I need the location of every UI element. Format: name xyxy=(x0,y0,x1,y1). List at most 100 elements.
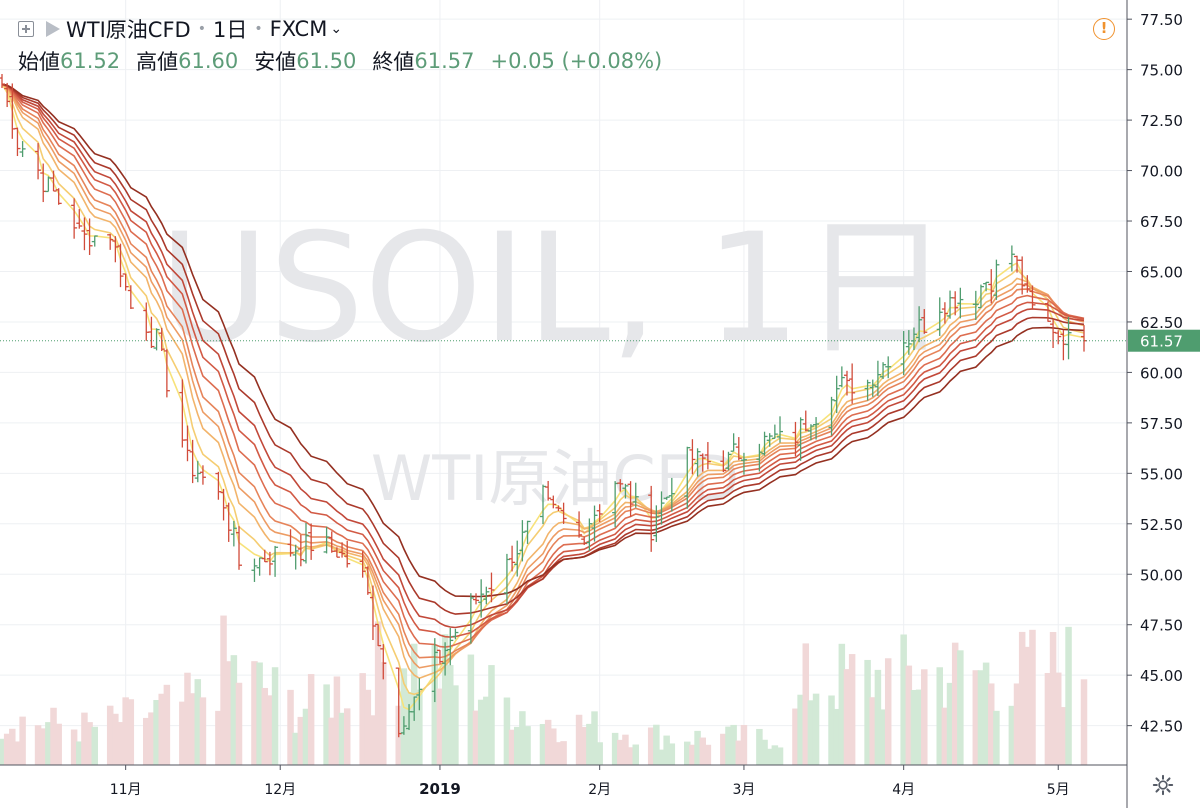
volume-bar xyxy=(1065,626,1072,765)
ohlc-bar xyxy=(874,360,881,396)
x-tick-label: 2019 xyxy=(419,780,461,798)
volume-bar xyxy=(328,717,336,765)
exchange-label[interactable]: FXCM xyxy=(269,17,328,41)
ohlc-bar xyxy=(684,446,691,509)
grid xyxy=(0,0,1127,765)
ohlc-bar xyxy=(473,593,480,605)
volume-bar xyxy=(225,661,232,765)
symbol-name[interactable]: WTI原油CFD xyxy=(66,18,191,42)
volume-bar xyxy=(364,689,372,765)
volume-bar xyxy=(915,689,923,765)
ohlc-bar xyxy=(447,627,454,666)
change-value: +0.05 (+0.08%) xyxy=(490,49,663,73)
volume-bar xyxy=(555,742,562,765)
chevron-down-icon[interactable]: ⌄ xyxy=(330,21,343,37)
volume-bar xyxy=(972,670,980,765)
volume-bar xyxy=(828,695,835,765)
y-axis-background xyxy=(1127,0,1200,808)
alert-icon[interactable]: ! xyxy=(1093,18,1115,40)
volume-bar xyxy=(153,700,160,765)
volume-bar xyxy=(740,724,748,765)
ohlc-bar xyxy=(699,453,706,472)
volume-bar xyxy=(194,679,202,765)
ohlc-bar xyxy=(220,488,227,521)
ohlc-bar xyxy=(797,417,804,461)
volume-bar xyxy=(91,726,98,765)
ohlc-bar xyxy=(50,170,57,192)
ohlc-bar xyxy=(297,534,304,567)
volume-bar xyxy=(936,667,943,765)
volume-bar xyxy=(483,696,490,765)
ohlc-bar xyxy=(184,425,191,462)
ohlc-bar xyxy=(308,523,315,560)
ohlc-bar xyxy=(230,520,237,547)
ohlc-bar xyxy=(777,416,784,443)
volume-bar xyxy=(508,729,516,765)
volume-bar xyxy=(117,722,124,765)
ohlc-bar xyxy=(704,442,711,470)
volume-bar xyxy=(720,733,727,765)
ohlc-bar xyxy=(993,259,1000,300)
volume-bar xyxy=(632,744,639,765)
gear-icon[interactable] xyxy=(1152,774,1174,796)
y-tick-label: 50.00 xyxy=(1140,566,1183,584)
ohlc-bar xyxy=(40,163,47,203)
flag-icon[interactable] xyxy=(46,21,60,37)
volume-bar xyxy=(802,643,810,765)
volume-bar xyxy=(1054,672,1062,765)
y-tick-label: 45.00 xyxy=(1140,667,1183,685)
volume-bar xyxy=(946,682,954,765)
ohlc-bar xyxy=(1081,325,1087,352)
volume-bar xyxy=(292,732,299,765)
ohlc-bar xyxy=(941,302,948,324)
x-tick-label: 12月 xyxy=(264,782,296,798)
volume-bar xyxy=(792,708,799,765)
volume-bar xyxy=(374,621,382,765)
ohlc-bar xyxy=(272,545,279,577)
ohlc-bar xyxy=(864,379,871,401)
ohlc-bar xyxy=(122,273,129,291)
volume-bar xyxy=(441,634,449,765)
ohlc-bar xyxy=(591,505,598,542)
volume-bar xyxy=(179,701,186,765)
ohlc-bar xyxy=(81,217,88,251)
y-tick-label: 75.00 xyxy=(1140,62,1183,80)
volume-bar xyxy=(761,739,768,765)
volume-bar xyxy=(977,670,985,765)
ohlc-bar xyxy=(658,491,665,525)
volume-bar xyxy=(416,689,423,765)
ohlc-row: 始値 61.52 高値 61.60 安値 61.50 終値 61.57 +0.0… xyxy=(18,46,662,76)
volume-bar xyxy=(76,741,83,765)
ohlc-bar xyxy=(302,522,309,564)
ohlc-bars xyxy=(0,74,1087,738)
volume-bar xyxy=(921,669,928,765)
volume-bar xyxy=(1008,705,1016,765)
volume-bar xyxy=(14,741,21,765)
ohlc-bar xyxy=(761,431,768,456)
volume-bar xyxy=(323,684,330,765)
ema-ribbon xyxy=(1,83,1085,711)
ohlc-bar xyxy=(225,502,232,542)
ohlc-bar xyxy=(720,450,727,473)
ohlc-bar xyxy=(215,471,222,500)
volume-bar xyxy=(34,725,42,765)
watermark: USOIL, 1日 WTI原油CFD xyxy=(159,202,951,515)
volume-bar xyxy=(143,717,150,765)
ohlc-bar xyxy=(983,281,990,292)
ohlc-bar xyxy=(452,628,459,640)
volume-bar xyxy=(380,662,387,765)
x-tick-label: 4月 xyxy=(892,782,915,798)
volume-bar xyxy=(807,700,815,765)
volume-bar xyxy=(797,694,804,765)
volume-bar xyxy=(163,684,171,765)
ohlc-bar xyxy=(395,667,402,738)
volume-bar xyxy=(1080,679,1088,765)
volume-bar xyxy=(235,682,243,765)
ohlc-bar xyxy=(194,460,201,483)
volume-bar xyxy=(843,669,851,765)
collapse-icon[interactable] xyxy=(18,21,34,37)
volume-bar xyxy=(519,711,526,765)
interval-label[interactable]: 1日 xyxy=(212,18,248,42)
